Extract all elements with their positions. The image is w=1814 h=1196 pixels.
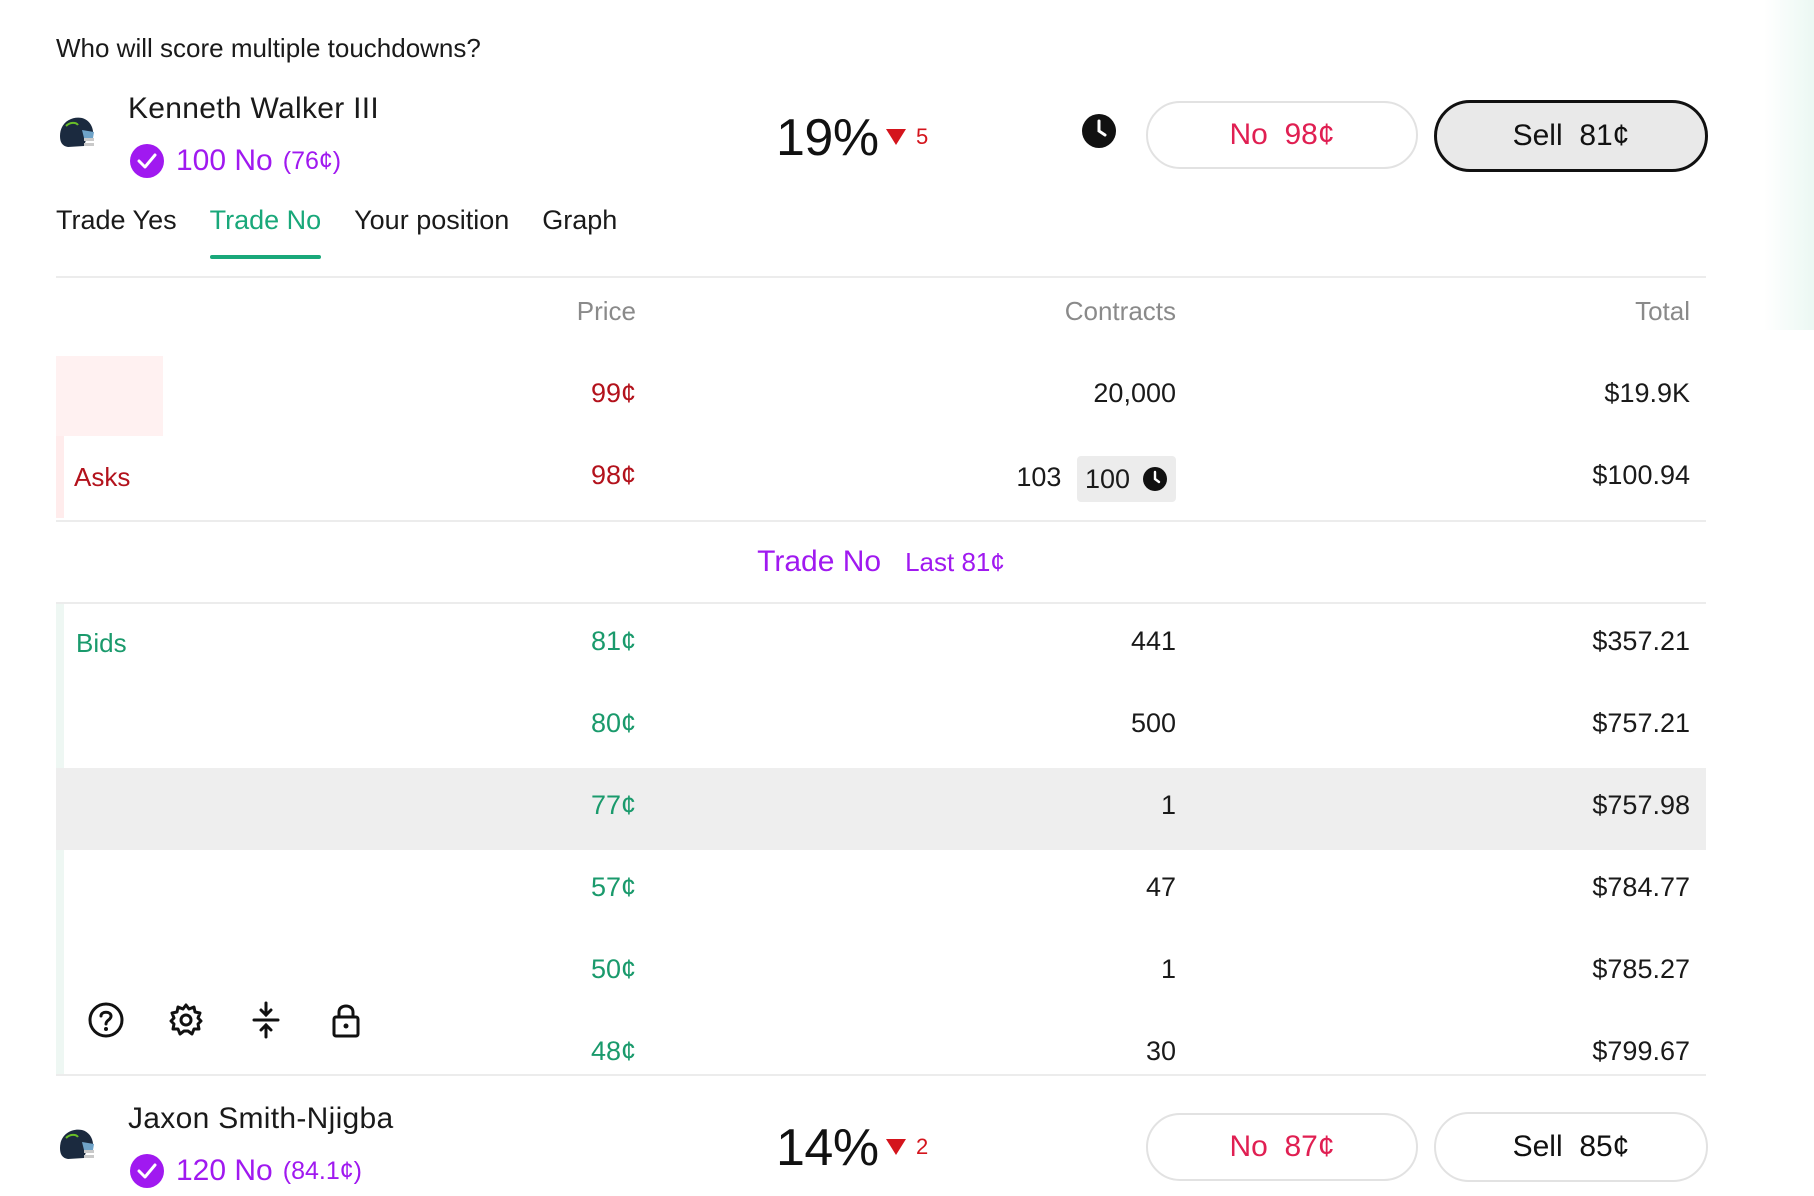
bid-total: $784.77 — [1592, 872, 1690, 902]
clock-icon[interactable] — [1081, 113, 1117, 149]
asks-label: Asks — [74, 462, 131, 492]
trade-tabs: Trade Yes Trade No Your position Graph — [56, 205, 650, 259]
bid-price: 57¢ — [590, 872, 636, 902]
down-triangle-icon — [886, 1139, 906, 1155]
bid-price: 77¢ — [590, 790, 636, 820]
compress-icon[interactable] — [246, 1000, 286, 1040]
ask-price: 99¢ — [590, 378, 636, 408]
bid-total: $799.67 — [1592, 1036, 1690, 1066]
resting-order-badge[interactable]: 100 — [1076, 456, 1176, 502]
bid-total: $785.27 — [1592, 954, 1690, 984]
tab-your-position[interactable]: Your position — [354, 205, 510, 235]
help-icon[interactable] — [86, 1000, 126, 1040]
right-edge-shadow — [1764, 0, 1814, 330]
buy-no-button[interactable]: No 87¢ — [1146, 1113, 1418, 1181]
sell-price: 85¢ — [1579, 1130, 1630, 1163]
buy-no-label: No — [1229, 1130, 1268, 1163]
ask-row[interactable]: 99¢ 20,000 $19.9K — [56, 356, 1706, 438]
lock-icon[interactable] — [326, 1000, 366, 1040]
header-price: Price — [576, 296, 636, 326]
buy-no-button[interactable]: No 98¢ — [1146, 101, 1418, 169]
header-contracts: Contracts — [1064, 296, 1176, 326]
bid-row[interactable]: Bids 81¢ 441 $357.21 — [56, 604, 1706, 686]
bid-row[interactable]: 50¢ 1 $785.27 — [56, 932, 1706, 1014]
bid-contracts: 1 — [1160, 954, 1176, 984]
bid-price: 50¢ — [590, 954, 636, 984]
player-name: Jaxon Smith-Njigba — [128, 1102, 394, 1135]
market-row-kenneth-walker[interactable]: Kenneth Walker III 100 No (76¢) 19% 5 No… — [56, 88, 1708, 208]
bid-contracts: 30 — [1145, 1036, 1176, 1066]
chance-change: 5 — [886, 124, 928, 150]
spread-row: Trade No Last 81¢ — [56, 522, 1706, 602]
position-quantity: 120 No — [176, 1154, 273, 1187]
chance-change-value: 5 — [916, 124, 929, 149]
ask-contracts: 103 — [1016, 462, 1062, 493]
down-triangle-icon — [886, 129, 906, 145]
chance-change-value: 2 — [916, 1134, 929, 1159]
header-total: Total — [1635, 296, 1690, 326]
bid-row[interactable]: 57¢ 47 $784.77 — [56, 850, 1706, 932]
ask-side-strip — [56, 436, 64, 518]
bid-row[interactable]: 48¢ 30 $799.67 — [56, 1014, 1706, 1074]
resting-order-quantity: 100 — [1084, 463, 1130, 494]
checkmark-icon — [130, 1154, 164, 1188]
buy-no-price: 98¢ — [1284, 118, 1335, 151]
tab-graph[interactable]: Graph — [542, 205, 618, 235]
spread-title: Trade No — [757, 545, 882, 578]
settings-icon[interactable] — [166, 1000, 206, 1040]
ask-price: 98¢ — [590, 460, 636, 490]
spread-divider-bottom — [56, 602, 1706, 604]
ask-total: $100.94 — [1592, 460, 1690, 490]
order-book-tools — [86, 1000, 406, 1040]
buy-no-price: 87¢ — [1284, 1130, 1335, 1163]
sell-price: 81¢ — [1579, 119, 1630, 152]
position-quantity: 100 No — [176, 144, 273, 177]
position-average: (84.1¢) — [282, 1156, 362, 1185]
chance-change: 2 — [886, 1134, 928, 1160]
sell-button[interactable]: Sell 81¢ — [1434, 100, 1708, 172]
position-summary: 120 No (84.1¢) — [130, 1154, 362, 1188]
market-question: Who will score multiple touchdowns? — [56, 33, 481, 63]
bid-contracts: 1 — [1160, 790, 1176, 820]
sell-label: Sell — [1512, 1130, 1563, 1163]
bid-total: $357.21 — [1592, 626, 1690, 656]
bid-row[interactable]: 80¢ 500 $757.21 — [56, 686, 1706, 768]
market-divider — [56, 1074, 1706, 1076]
helmet-icon — [60, 117, 94, 147]
chance-percent: 19% — [776, 109, 879, 167]
ask-contracts: 20,000 — [1093, 378, 1176, 408]
sell-label: Sell — [1512, 119, 1563, 152]
checkmark-icon — [130, 144, 164, 178]
bid-row-highlighted[interactable]: 77¢ 1 $757.98 — [56, 768, 1706, 850]
bids-label: Bids — [76, 628, 127, 658]
bid-contracts: 441 — [1130, 626, 1176, 656]
bid-contracts: 47 — [1145, 872, 1176, 902]
sell-button[interactable]: Sell 85¢ — [1434, 1112, 1708, 1182]
helmet-icon — [60, 1129, 94, 1159]
tab-trade-no[interactable]: Trade No — [209, 205, 321, 259]
market-row-jaxon-smith-njigba[interactable]: Jaxon Smith-Njigba 120 No (84.1¢) 14% 2 … — [56, 1100, 1708, 1196]
bid-contracts: 500 — [1130, 708, 1176, 738]
bid-price: 81¢ — [590, 626, 636, 656]
bid-total: $757.98 — [1592, 790, 1690, 820]
tab-divider — [56, 276, 1706, 278]
spread-divider-top — [56, 520, 1706, 522]
buy-no-label: No — [1229, 118, 1268, 151]
clock-icon — [1143, 467, 1167, 491]
bid-total: $757.21 — [1592, 708, 1690, 738]
position-average: (76¢) — [282, 146, 342, 175]
tab-trade-yes[interactable]: Trade Yes — [56, 205, 177, 235]
bid-price: 80¢ — [590, 708, 636, 738]
ask-depth-bar — [56, 356, 163, 436]
ask-row[interactable]: Asks 98¢ 103 100 $100.94 — [56, 438, 1706, 520]
chance-percent: 14% — [776, 1119, 879, 1177]
bid-price: 48¢ — [590, 1036, 636, 1066]
position-summary: 100 No (76¢) — [130, 144, 341, 178]
player-name: Kenneth Walker III — [128, 92, 380, 125]
ask-total: $19.9K — [1604, 378, 1690, 408]
last-price: Last 81¢ — [905, 546, 1005, 577]
ask-contracts-cell: 103 100 — [1016, 456, 1176, 502]
